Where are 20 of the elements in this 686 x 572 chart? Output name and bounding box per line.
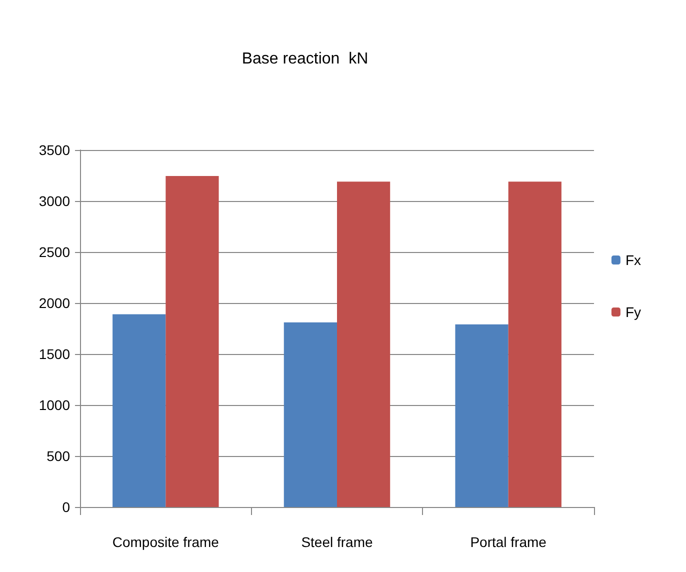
y-tick-label: 0	[62, 499, 70, 515]
bar	[508, 182, 562, 507]
bar	[337, 182, 390, 507]
chart-title: Base reaction kN	[242, 50, 368, 68]
y-tick-label: 1000	[38, 397, 70, 413]
x-tick-label: Composite frame	[112, 534, 220, 550]
bar	[112, 314, 166, 507]
y-tick-label: 1500	[38, 346, 70, 362]
bar	[166, 176, 219, 507]
y-tick-label: 3000	[38, 193, 70, 209]
legend-label: Fy	[625, 304, 642, 320]
bar	[284, 322, 337, 507]
x-tick-label: Steel frame	[301, 534, 374, 550]
y-tick-label: 3500	[38, 142, 70, 158]
bar	[455, 324, 508, 507]
legend-label: Fx	[625, 252, 642, 268]
y-tick-label: 500	[46, 448, 70, 464]
x-tick-label: Portal frame	[470, 534, 547, 550]
y-tick-label: 2500	[38, 244, 70, 260]
y-tick-label: 2000	[38, 295, 70, 311]
